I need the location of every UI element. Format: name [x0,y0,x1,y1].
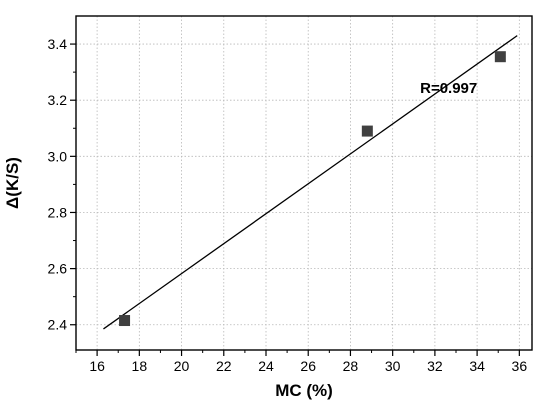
x-tick-label: 16 [89,358,105,374]
y-tick-label: 2.8 [48,204,68,220]
grid-lines [76,16,532,350]
y-tick-label: 3.0 [48,148,68,164]
plot-frame [75,15,533,351]
y-tick-label: 3.2 [48,92,68,108]
data-point-square [494,51,506,63]
x-tick-label: 20 [174,358,190,374]
data-point-square [119,315,131,327]
x-tick-label: 24 [258,358,274,374]
x-tick-label: 34 [469,358,485,374]
x-tick-label: 36 [512,358,528,374]
y-axis-ticks: 2.4 2.6 2.8 3.0 3.2 3.4 [48,36,76,333]
x-axis-title: MC (%) [275,381,333,400]
y-tick-label: 2.6 [48,261,68,277]
y-axis-title: Δ(K/S) [3,157,22,209]
data-point-square [361,125,373,137]
fit-line-group [103,35,518,330]
y-tick-label: 2.4 [48,317,68,333]
x-tick-label: 32 [427,358,443,374]
correlation-annotation: R=0.997 [420,80,477,97]
x-tick-label: 22 [216,358,232,374]
fit-line [103,35,518,330]
x-tick-label: 30 [385,358,401,374]
x-tick-label: 26 [300,358,316,374]
y-tick-label: 3.4 [48,36,68,52]
x-tick-label: 18 [132,358,148,374]
x-axis-ticks: 16 18 20 22 24 26 28 30 32 34 36 [75,350,528,374]
data-points [119,51,506,327]
x-tick-label: 28 [343,358,359,374]
